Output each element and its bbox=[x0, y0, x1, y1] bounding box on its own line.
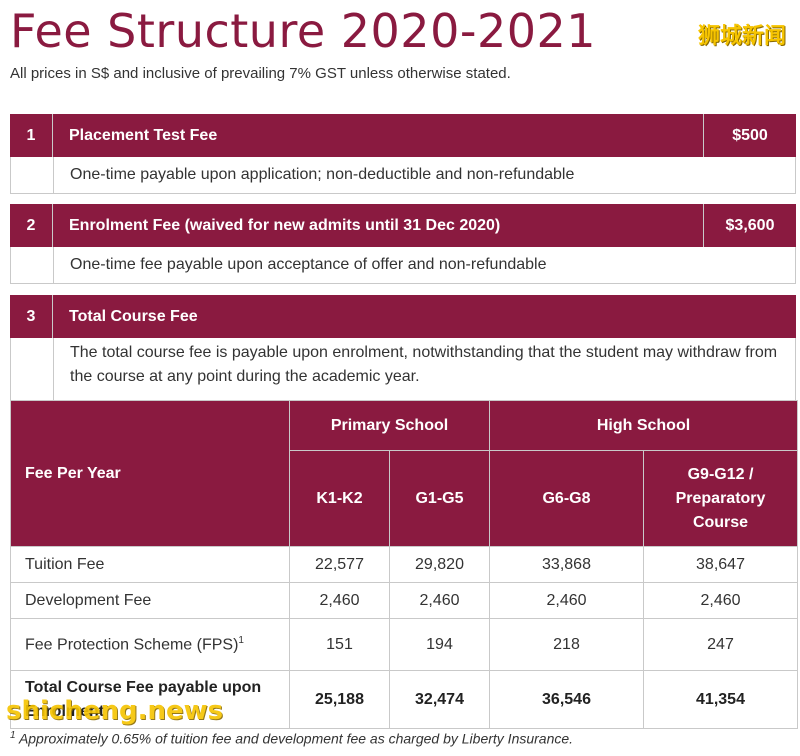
fee-label: Placement Test Fee bbox=[69, 126, 218, 144]
cell: 32,474 bbox=[389, 670, 490, 729]
group-header-primary: Primary School bbox=[289, 400, 490, 451]
fee-description: One-time fee payable upon acceptance of … bbox=[70, 256, 547, 273]
table-row: Fee Protection Scheme (FPS)1 151 194 218… bbox=[10, 618, 799, 671]
page-subtitle: All prices in S$ and inclusive of prevai… bbox=[10, 65, 511, 82]
row-label: Fee Protection Scheme (FPS)1 bbox=[10, 618, 290, 671]
cell: 36,546 bbox=[489, 670, 644, 729]
column-header: G6-G8 bbox=[489, 450, 644, 547]
page-title: Fee Structure 2020-2021 bbox=[10, 4, 597, 58]
cell: 2,460 bbox=[389, 582, 490, 619]
fee-label: Total Course Fee bbox=[69, 307, 198, 325]
cell: 2,460 bbox=[642, 582, 799, 619]
footnote: 1 Approximately 0.65% of tuition fee and… bbox=[10, 730, 574, 747]
course-fee-table: Fee Per Year Primary School High School … bbox=[10, 400, 799, 729]
table-row-total: Total Course Fee payable upon Enrolment … bbox=[10, 670, 799, 729]
table-row: Development Fee 2,460 2,460 2,460 2,460 bbox=[10, 582, 799, 619]
cell: 25,188 bbox=[289, 670, 390, 729]
fee-amount: $3,600 bbox=[703, 204, 796, 247]
footnote-marker: 1 bbox=[10, 730, 16, 741]
column-header: K1-K2 bbox=[289, 450, 390, 547]
column-header: G9-G12 / Preparatory Course bbox=[642, 450, 799, 547]
watermark-logo: 狮城新闻 bbox=[697, 24, 786, 49]
fee-number: 3 bbox=[10, 295, 53, 338]
fee-description: The total course fee is payable upon enr… bbox=[70, 344, 778, 385]
watermark-url: shicheng.news bbox=[6, 696, 224, 726]
fee-label: Enrolment Fee (waived for new admits unt… bbox=[69, 216, 501, 234]
cell: 194 bbox=[389, 618, 490, 671]
cell: 22,577 bbox=[289, 546, 390, 583]
fee-number: 1 bbox=[10, 114, 53, 157]
fee-block-placement-test: 1 Placement Test Fee $500 One-time payab… bbox=[10, 114, 796, 194]
table-row: Tuition Fee 22,577 29,820 33,868 38,647 bbox=[10, 546, 799, 583]
fee-description-row: One-time payable upon application; non-d… bbox=[10, 157, 796, 194]
fee-description-row: One-time fee payable upon acceptance of … bbox=[10, 247, 796, 284]
fee-per-year-header: Fee Per Year bbox=[10, 400, 290, 547]
row-label: Development Fee bbox=[10, 582, 290, 619]
column-header: G1-G5 bbox=[389, 450, 490, 547]
cell: 41,354 bbox=[642, 670, 799, 729]
cell: 2,460 bbox=[489, 582, 644, 619]
row-label: Tuition Fee bbox=[10, 546, 290, 583]
group-header-high: High School bbox=[488, 400, 799, 451]
fee-amount: $500 bbox=[703, 114, 796, 157]
fee-description-row: The total course fee is payable upon enr… bbox=[10, 338, 796, 401]
fee-header-row: 3 Total Course Fee bbox=[10, 295, 796, 338]
cell: 29,820 bbox=[389, 546, 490, 583]
cell: 33,868 bbox=[489, 546, 644, 583]
fee-header-row: 2 Enrolment Fee (waived for new admits u… bbox=[10, 204, 796, 247]
cell: 151 bbox=[289, 618, 390, 671]
fee-block-total-course: 3 Total Course Fee The total course fee … bbox=[10, 295, 796, 401]
cell: 2,460 bbox=[289, 582, 390, 619]
footnote-marker: 1 bbox=[238, 634, 244, 646]
cell: 218 bbox=[489, 618, 644, 671]
fee-number: 2 bbox=[10, 204, 53, 247]
fee-description: One-time payable upon application; non-d… bbox=[70, 166, 575, 183]
fee-header-row: 1 Placement Test Fee $500 bbox=[10, 114, 796, 157]
cell: 38,647 bbox=[642, 546, 799, 583]
cell: 247 bbox=[642, 618, 799, 671]
row-label: Total Course Fee payable upon Enrolment bbox=[10, 670, 290, 729]
fee-block-enrolment: 2 Enrolment Fee (waived for new admits u… bbox=[10, 204, 796, 284]
